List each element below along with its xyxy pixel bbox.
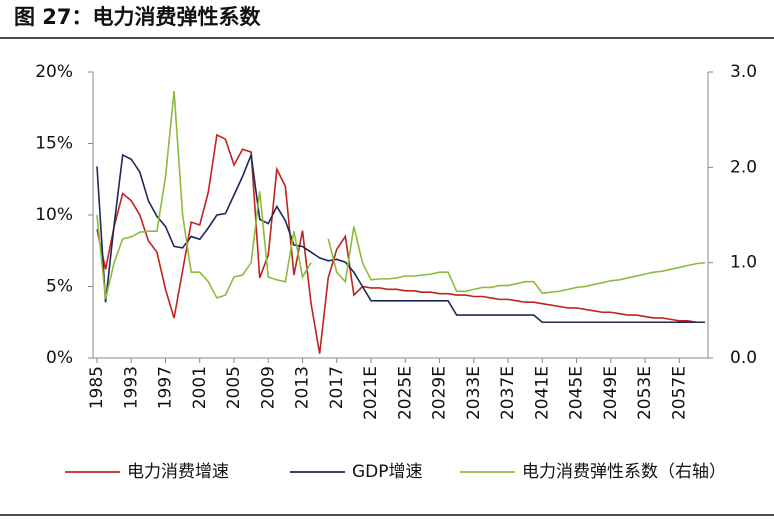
- y2-tick-label: 2.0: [730, 157, 757, 177]
- series-line: [96, 151, 705, 324]
- y2-tick-label: 0.0: [730, 348, 757, 368]
- y-tick-label: 15%: [35, 134, 73, 154]
- x-tick-label: 2033E: [464, 366, 484, 420]
- x-tick-label: 2009: [258, 366, 278, 409]
- legend-label: 电力消费增速: [127, 462, 229, 482]
- x-tick-label: 2049E: [601, 366, 621, 420]
- x-tick-label: 1985: [87, 366, 107, 409]
- x-tick-label: 2017: [327, 366, 347, 409]
- x-tick-label: 2057E: [669, 366, 689, 420]
- chart-title: 图 27：电力消费弹性系数: [14, 5, 262, 29]
- y-tick-label: 5%: [46, 277, 73, 297]
- x-tick-label: 2045E: [567, 366, 587, 420]
- x-tick-label: 2021E: [361, 366, 381, 420]
- x-tick-label: 1993: [121, 366, 141, 409]
- x-tick-label: 2037E: [498, 366, 518, 420]
- series-line: [96, 90, 706, 300]
- y-tick-label: 10%: [35, 205, 73, 225]
- y-tick-label: 20%: [35, 62, 73, 82]
- x-tick-label: 2001: [190, 366, 210, 409]
- x-tick-label: 2041E: [532, 366, 552, 420]
- x-tick-label: 1997: [156, 366, 176, 409]
- x-tick-label: 2053E: [635, 366, 655, 420]
- y2-tick-label: 1.0: [730, 253, 757, 273]
- legend-label: 电力消费弹性系数（右轴）: [522, 462, 726, 482]
- series-line: [96, 133, 705, 354]
- x-tick-label: 2029E: [430, 366, 450, 420]
- legend-label: GDP增速: [352, 462, 423, 482]
- x-tick-label: 2005: [224, 366, 244, 409]
- y2-tick-label: 3.0: [730, 62, 757, 82]
- x-tick-label: 2025E: [395, 366, 415, 420]
- y-tick-label: 0%: [46, 348, 73, 368]
- x-tick-label: 2013: [293, 366, 313, 409]
